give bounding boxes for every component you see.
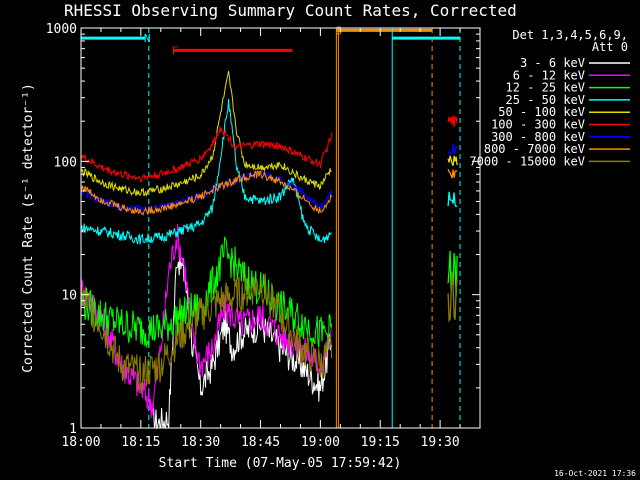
- legend-entry-label: 7000 - 15000 keV: [469, 154, 585, 168]
- series-line: [80, 170, 333, 216]
- y-tick-label: 1: [69, 422, 77, 437]
- series-lines: [80, 70, 458, 430]
- legend-header-1: Det 1,3,4,5,6,9,: [512, 28, 628, 42]
- legend-header-2: Att 0: [592, 40, 628, 54]
- series-late-segment: [447, 191, 458, 208]
- series-late-segment: [447, 115, 458, 127]
- series-late-segment: [447, 168, 458, 179]
- legend-entry-label: 800 - 7000 keV: [484, 142, 585, 156]
- y-tick-label: 10: [61, 289, 77, 304]
- series-line: [80, 236, 333, 350]
- legend-entry-label: 50 - 100 keV: [498, 105, 585, 119]
- x-tick-label: 19:30: [421, 435, 460, 450]
- series-line: [80, 126, 333, 183]
- series-line: [80, 98, 332, 245]
- legend-entry-label: 300 - 800 keV: [491, 130, 585, 144]
- x-tick-label: 18:45: [241, 435, 280, 450]
- y-axis-label: Corrected Count Rate (s⁻¹ detector⁻¹): [21, 83, 36, 373]
- series-line: [80, 223, 333, 419]
- x-tick-label: 19:00: [301, 435, 340, 450]
- legend-entry-label: 25 - 50 keV: [506, 93, 585, 107]
- x-tick-label: 18:30: [181, 435, 220, 450]
- chart-title: RHESSI Observing Summary Count Rates, Co…: [64, 1, 517, 20]
- axis-ticks: 18:00 18:15 18:30 18:45 19:00 19:15 19:30 1 10 10…: [46, 22, 481, 450]
- legend-entry-label: 3 - 6 keV: [520, 56, 585, 70]
- x-axis-label: Start Time (07-May-05 17:59:42): [159, 456, 402, 471]
- series-late-segment: [447, 144, 458, 155]
- y-tick-label: 1000: [46, 22, 77, 37]
- legend-entry-label: 100 - 300 keV: [491, 118, 585, 132]
- x-tick-label: 19:15: [361, 435, 400, 450]
- flag-label: F: [172, 44, 179, 57]
- x-tick-label: 18:15: [121, 435, 160, 450]
- footer-date: 16-Oct-2021 17:36: [554, 469, 636, 478]
- y-tick-label: 100: [54, 155, 77, 170]
- series-line: [80, 70, 332, 197]
- series-late-segment: [447, 155, 458, 167]
- series-late-segment: [447, 271, 458, 323]
- flag-label: N: [144, 32, 151, 45]
- legend-entry-label: 12 - 25 keV: [506, 81, 585, 95]
- series-line: [80, 273, 333, 394]
- x-tick-label: 18:00: [61, 435, 100, 450]
- vertical-markers: [148, 28, 461, 428]
- flag-bars: NFS: [81, 24, 461, 57]
- legend-entry-label: 6 - 12 keV: [513, 68, 585, 82]
